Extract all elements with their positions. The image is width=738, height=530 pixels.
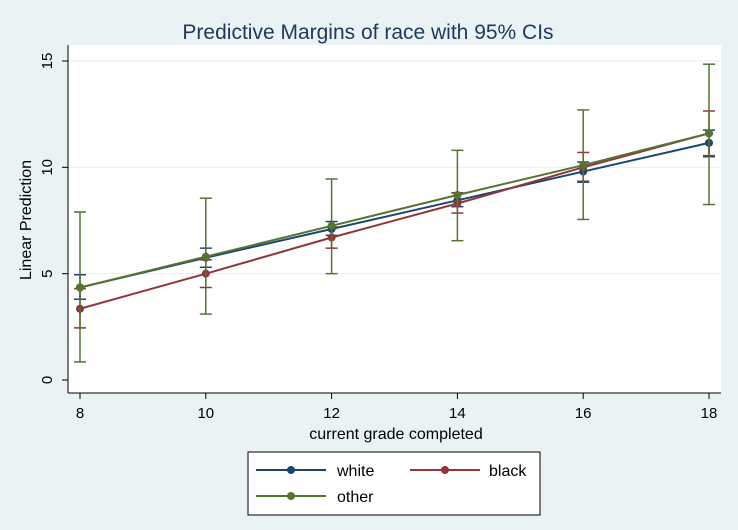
legend-label-other: other (337, 489, 374, 506)
chart-title: Predictive Margins of race with 95% CIs (182, 21, 553, 44)
series-other (74, 63, 715, 363)
legend-box (247, 451, 541, 516)
legend-item-other: other (256, 489, 374, 506)
data-point-other (201, 252, 210, 261)
series-line-other (79, 132, 710, 289)
series-line-black (79, 132, 710, 310)
plot-area (68, 45, 721, 393)
y-tick-label: 0 (39, 376, 56, 384)
legend-marker-black (441, 466, 449, 474)
legend: white black other (247, 451, 541, 516)
x-tick-label: 10 (197, 405, 214, 422)
y-axis-title: Linear Prediction (18, 160, 35, 280)
legend-marker-white (287, 466, 295, 474)
x-axis-ticks: 8 10 12 14 16 18 (76, 393, 718, 422)
x-tick-label: 14 (449, 405, 466, 422)
legend-item-black: black (410, 463, 527, 480)
y-tick-label: 15 (39, 53, 56, 70)
legend-label-white: white (336, 463, 374, 480)
legend-item-white: white (256, 463, 374, 480)
x-tick-label: 16 (575, 405, 592, 422)
data-point-other (579, 161, 588, 170)
legend-label-black: black (489, 463, 527, 480)
data-point-other (453, 190, 462, 199)
series-layer (74, 63, 715, 363)
data-point-other (327, 221, 336, 230)
x-tick-label: 12 (323, 405, 340, 422)
data-point-other (705, 129, 713, 138)
y-axis-ticks: 0 5 10 15 (39, 53, 68, 384)
y-tick-label: 5 (39, 269, 56, 277)
x-axis-title: current grade completed (309, 426, 482, 443)
legend-marker-other (287, 492, 295, 500)
grid (68, 60, 721, 275)
data-point-other (76, 283, 84, 292)
x-tick-label: 8 (76, 405, 84, 422)
x-tick-label: 18 (701, 405, 718, 422)
y-tick-label: 10 (39, 159, 56, 176)
